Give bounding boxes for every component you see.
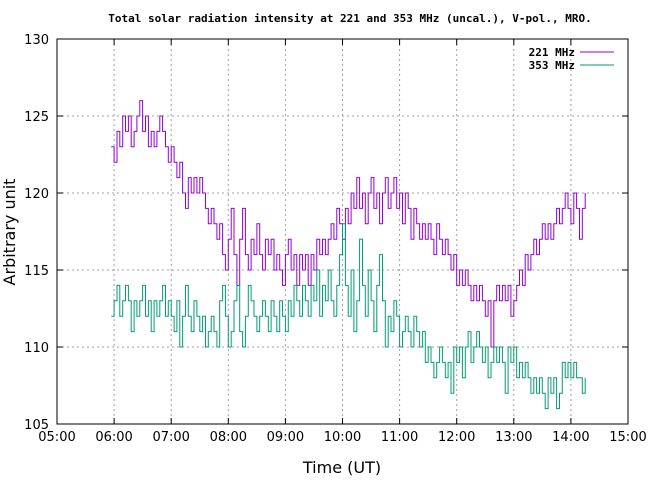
series-layer — [111, 100, 586, 410]
x-tick-label: 13:00 — [495, 430, 532, 445]
y-tick-label: 120 — [24, 187, 49, 202]
legend-label: 353 MHz — [529, 59, 575, 72]
y-axis-label: Arbitrary unit — [0, 179, 19, 286]
x-tick-labels: 05:00 06:00 07:00 08:00 09:00 10:00 11:00 12:00… — [38, 430, 646, 445]
y-tick-label: 115 — [24, 264, 49, 279]
x-tick-label: 05:00 — [38, 430, 75, 445]
x-tick-label: 10:00 — [324, 430, 361, 445]
x-tick-label: 08:00 — [210, 430, 247, 445]
y-tick-labels: 105 110 115 120 125 130 — [24, 33, 49, 433]
x-tick-label: 06:00 — [95, 430, 132, 445]
y-tick-label: 125 — [24, 110, 49, 125]
series-line-2 — [111, 223, 586, 410]
x-tick-label: 14:00 — [552, 430, 589, 445]
tick-marks — [56, 38, 629, 425]
chart-title: Total solar radiation intensity at 221 a… — [108, 12, 591, 25]
x-axis-label: Time (UT) — [302, 458, 381, 477]
legend-label: 221 MHz — [529, 46, 575, 59]
y-tick-label: 110 — [24, 341, 49, 356]
x-tick-label: 09:00 — [267, 430, 304, 445]
series-line-1 — [111, 100, 586, 348]
x-tick-label: 12:00 — [438, 430, 475, 445]
x-tick-label: 15:00 — [609, 430, 646, 445]
y-tick-label: 130 — [24, 33, 49, 48]
x-tick-label: 07:00 — [152, 430, 189, 445]
y-tick-label: 105 — [24, 418, 49, 433]
x-tick-label: 11:00 — [381, 430, 418, 445]
